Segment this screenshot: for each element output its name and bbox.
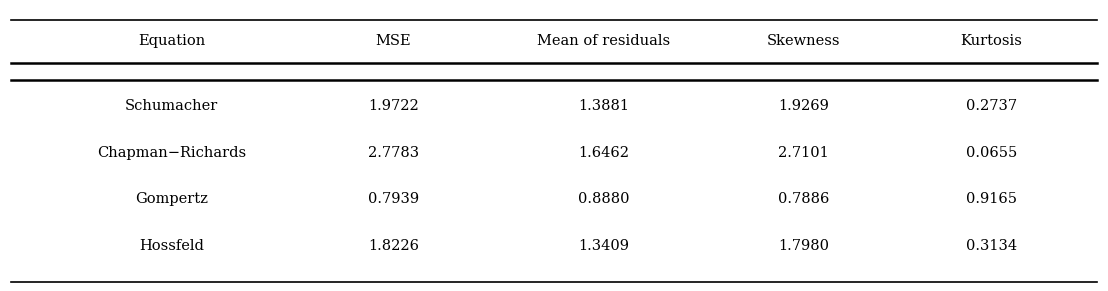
Text: Kurtosis: Kurtosis	[961, 34, 1023, 48]
Text: Hossfeld: Hossfeld	[140, 239, 204, 253]
Text: 1.9722: 1.9722	[368, 99, 419, 113]
Text: 0.7886: 0.7886	[778, 192, 829, 206]
Text: 0.8880: 0.8880	[578, 192, 629, 206]
Text: Mean of residuals: Mean of residuals	[537, 34, 670, 48]
Text: Skewness: Skewness	[767, 34, 840, 48]
Text: 1.9269: 1.9269	[778, 99, 829, 113]
Text: 1.7980: 1.7980	[778, 239, 829, 253]
Text: Schumacher: Schumacher	[125, 99, 218, 113]
Text: MSE: MSE	[376, 34, 411, 48]
Text: Chapman−Richards: Chapman−Richards	[98, 146, 246, 160]
Text: 2.7783: 2.7783	[368, 146, 419, 160]
Text: 1.3881: 1.3881	[578, 99, 629, 113]
Text: 0.3134: 0.3134	[966, 239, 1017, 253]
Text: 2.7101: 2.7101	[778, 146, 829, 160]
Text: Equation: Equation	[138, 34, 205, 48]
Text: Gompertz: Gompertz	[135, 192, 208, 206]
Text: 1.8226: 1.8226	[368, 239, 419, 253]
Text: 1.3409: 1.3409	[578, 239, 629, 253]
Text: 0.0655: 0.0655	[966, 146, 1017, 160]
Text: 0.9165: 0.9165	[966, 192, 1017, 206]
Text: 0.7939: 0.7939	[368, 192, 419, 206]
Text: 1.6462: 1.6462	[578, 146, 629, 160]
Text: 0.2737: 0.2737	[966, 99, 1017, 113]
